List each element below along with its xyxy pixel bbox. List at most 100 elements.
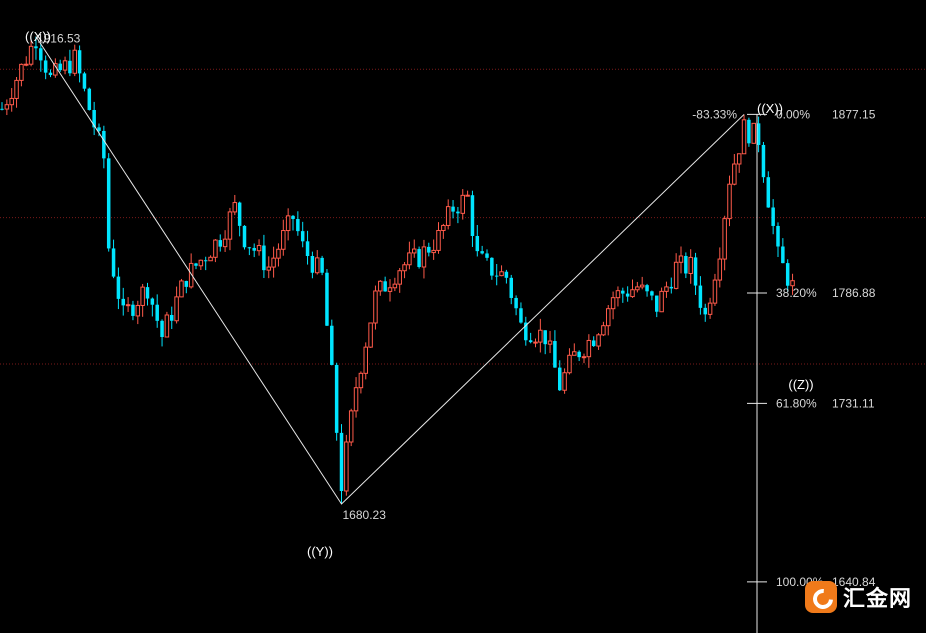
wave-label-x1: ((X)) bbox=[25, 29, 51, 44]
candle-body-up bbox=[586, 339, 592, 358]
candle-body-down bbox=[300, 231, 305, 242]
candle-body-down bbox=[58, 63, 62, 71]
candle-body-down bbox=[131, 304, 135, 316]
candle-body-up bbox=[373, 290, 378, 324]
candle-body-up bbox=[62, 60, 68, 71]
candle-body-up bbox=[412, 248, 417, 254]
candle-body-up bbox=[741, 119, 747, 155]
candle-body-down bbox=[781, 246, 785, 264]
candle-body-down bbox=[170, 314, 174, 321]
candle-body-down bbox=[116, 276, 121, 299]
candle-body-down bbox=[383, 281, 387, 292]
candle-body-up bbox=[266, 266, 271, 271]
candle-body-up bbox=[499, 271, 504, 277]
candle-body-up bbox=[547, 340, 553, 345]
candle-body-up bbox=[606, 308, 611, 327]
candle-body-up bbox=[24, 63, 29, 66]
candle-body-up bbox=[227, 211, 233, 240]
candle-body-down bbox=[766, 177, 771, 208]
fib-level-pct: 38.20% bbox=[776, 286, 817, 300]
candle-body-up bbox=[28, 45, 34, 65]
candle-body-up bbox=[315, 257, 320, 274]
candle-body-down bbox=[68, 60, 72, 74]
candle-body-up bbox=[610, 297, 616, 310]
candle-body-up bbox=[164, 314, 170, 338]
candle-body-down bbox=[621, 290, 625, 294]
candle-body-up bbox=[397, 270, 402, 285]
candle-body-down bbox=[155, 304, 159, 321]
candle-body-up bbox=[538, 329, 543, 343]
candle-body-down bbox=[237, 202, 242, 226]
candle-body-up bbox=[19, 63, 24, 81]
candle-body-down bbox=[650, 291, 654, 296]
candle-body-down bbox=[456, 211, 460, 214]
zigzag-line bbox=[35, 36, 745, 505]
candle-body-up bbox=[562, 372, 567, 391]
candle-body-down bbox=[470, 195, 475, 236]
candle-body-up bbox=[9, 97, 14, 106]
candle-body-down bbox=[339, 432, 344, 491]
fib-level-pct: 61.80% bbox=[776, 396, 817, 410]
candle-body-down bbox=[184, 280, 189, 287]
candle-body-up bbox=[402, 264, 407, 272]
candle-body-up bbox=[72, 49, 77, 74]
candle-body-up bbox=[344, 441, 349, 492]
candle-body-up bbox=[140, 286, 145, 306]
candle-body-up bbox=[271, 257, 276, 268]
candle-body-down bbox=[160, 320, 164, 338]
candle-body-up bbox=[222, 238, 228, 248]
candle-body-down bbox=[145, 287, 150, 299]
candle-body-down bbox=[291, 215, 295, 220]
candle-body-down bbox=[693, 257, 698, 286]
fib-level-pct: 0.00% bbox=[776, 107, 810, 121]
candle-body-up bbox=[174, 296, 179, 322]
candle-body-up bbox=[673, 261, 679, 289]
candle-body-down bbox=[305, 241, 310, 257]
candle-body-up bbox=[572, 351, 577, 356]
candle-body-down bbox=[485, 253, 489, 258]
candle-body-up bbox=[751, 122, 756, 144]
candle-body-up bbox=[348, 410, 354, 443]
wave-label-y: ((Y)) bbox=[307, 544, 333, 559]
candle-body-down bbox=[528, 340, 533, 343]
candle-body-down bbox=[92, 109, 96, 128]
candle-body-down bbox=[262, 245, 266, 271]
candle-body-down bbox=[43, 60, 48, 73]
candle-body-down bbox=[296, 219, 300, 232]
candle-body-down bbox=[703, 307, 707, 315]
candle-body-up bbox=[135, 304, 141, 317]
candle-body-down bbox=[247, 247, 252, 249]
candle-body-down bbox=[684, 255, 688, 274]
candle-body-up bbox=[635, 286, 640, 291]
candle-body-down bbox=[776, 225, 780, 247]
candle-body-up bbox=[445, 206, 451, 226]
candle-body-up bbox=[198, 259, 204, 267]
candle-body-up bbox=[615, 290, 621, 299]
candle-body-up bbox=[732, 163, 737, 185]
fib-level-price: 1731.11 bbox=[832, 396, 875, 410]
watermark: 汇金网 bbox=[804, 581, 912, 613]
candle-body-down bbox=[203, 260, 208, 262]
candle-body-down bbox=[771, 207, 775, 226]
candle-body-up bbox=[363, 346, 368, 374]
candle-body-down bbox=[427, 246, 431, 253]
candle-body-up bbox=[14, 79, 19, 99]
candle-body-up bbox=[790, 280, 795, 287]
candle-body-down bbox=[218, 240, 222, 247]
candle-body-up bbox=[4, 104, 10, 110]
candle-body-down bbox=[121, 298, 125, 306]
candle-body-up bbox=[208, 256, 213, 262]
candle-body-down bbox=[252, 247, 256, 251]
candle-body-down bbox=[111, 248, 116, 277]
fib-level-price: 1877.15 bbox=[832, 107, 876, 121]
candle-body-down bbox=[504, 271, 509, 278]
candle-body-down bbox=[514, 297, 518, 309]
candle-body-up bbox=[717, 258, 723, 281]
wave-label-z: ((Z)) bbox=[788, 377, 813, 392]
fib-level-price: 1640.84 bbox=[832, 575, 876, 589]
candle-body-down bbox=[325, 272, 329, 326]
candle-body-up bbox=[368, 322, 373, 348]
price-annotation-high: 1916.53 bbox=[37, 32, 81, 46]
candle-body-down bbox=[97, 127, 101, 131]
